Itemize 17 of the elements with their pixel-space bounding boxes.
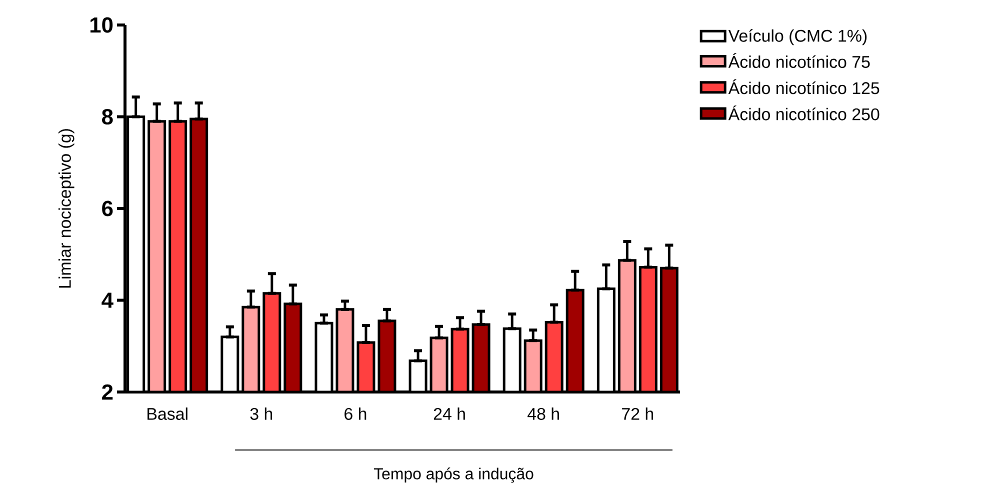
y-tick-label: 4 <box>102 292 114 308</box>
legend-label: Ácido nicotínico 75 <box>728 53 870 68</box>
y-tick-label: 10 <box>90 17 113 33</box>
x-tick-label: 72 h <box>622 408 654 420</box>
y-axis-title: Limiar nociceptivo (g) <box>58 129 74 288</box>
legend-label: Veículo (CMC 1%) <box>728 29 867 46</box>
x-axis-title: Tempo após a indução <box>374 468 534 483</box>
legend-label: Ácido nicotínico 125 <box>728 79 880 94</box>
x-tick-label: 6 h <box>344 408 366 420</box>
y-tick-label: 8 <box>102 108 113 124</box>
y-tick-label: 6 <box>102 200 113 216</box>
legend-label: Ácido nicotínico 250 <box>728 105 880 120</box>
x-tick-label: 48 h <box>528 408 559 420</box>
x-tick-label: 24 h <box>434 408 465 420</box>
y-tick-label: 2 <box>102 384 113 400</box>
x-tick-label: Basal <box>148 408 188 420</box>
x-tick-label: 3 h <box>250 408 272 420</box>
